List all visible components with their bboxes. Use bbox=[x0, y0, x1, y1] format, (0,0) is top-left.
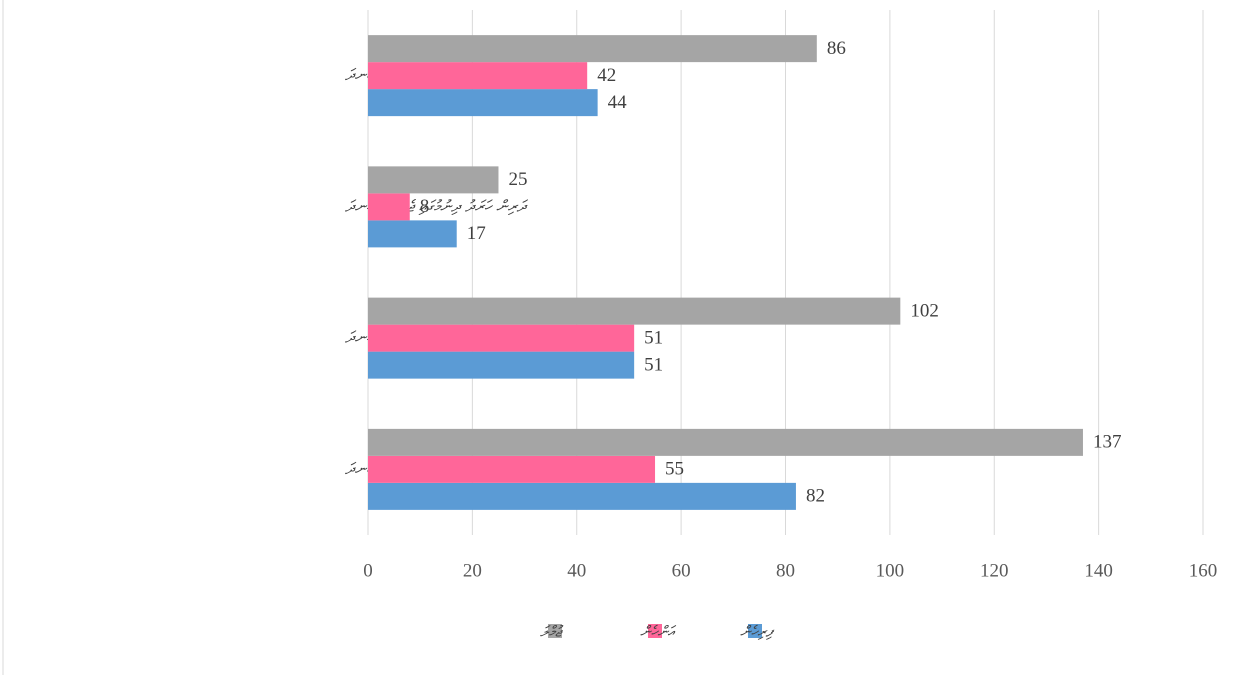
x-tick-label: 40 bbox=[567, 560, 586, 581]
bar bbox=[368, 220, 457, 248]
legend-label: ޖުމްލަ bbox=[540, 623, 564, 641]
bar bbox=[368, 89, 598, 117]
legend-label: އަންހެން bbox=[640, 623, 676, 641]
value-label: 51 bbox=[644, 327, 663, 348]
legend-swatch bbox=[748, 624, 762, 638]
legend-label: ފިރިހެން bbox=[740, 623, 775, 641]
value-label: 25 bbox=[508, 169, 527, 190]
legend-swatch bbox=[648, 624, 662, 638]
value-label: 55 bbox=[665, 459, 684, 480]
bar bbox=[368, 297, 901, 325]
bar bbox=[368, 166, 499, 194]
value-label: 102 bbox=[910, 300, 939, 321]
bar bbox=[368, 193, 410, 221]
value-label: 137 bbox=[1093, 432, 1122, 453]
value-label: 8 bbox=[420, 196, 430, 217]
value-label: 44 bbox=[608, 92, 628, 113]
value-label: 51 bbox=[644, 354, 663, 375]
x-tick-label: 160 bbox=[1189, 560, 1218, 581]
bar bbox=[368, 428, 1083, 456]
x-tick-label: 0 bbox=[363, 560, 373, 581]
x-tick-label: 140 bbox=[1084, 560, 1113, 581]
bar bbox=[368, 62, 588, 90]
x-tick-label: 100 bbox=[876, 560, 905, 581]
value-label: 42 bbox=[597, 65, 616, 86]
bar bbox=[368, 482, 796, 510]
bar bbox=[368, 324, 635, 352]
bar bbox=[368, 35, 817, 63]
value-label: 82 bbox=[806, 486, 825, 507]
bar bbox=[368, 455, 656, 483]
value-label: 17 bbox=[467, 223, 486, 244]
x-tick-label: 80 bbox=[776, 560, 795, 581]
legend-swatch bbox=[548, 624, 562, 638]
x-tick-label: 60 bbox=[672, 560, 691, 581]
value-label: 86 bbox=[827, 38, 846, 59]
x-tick-label: 120 bbox=[980, 560, 1009, 581]
bar bbox=[368, 351, 635, 379]
x-tick-label: 20 bbox=[463, 560, 482, 581]
